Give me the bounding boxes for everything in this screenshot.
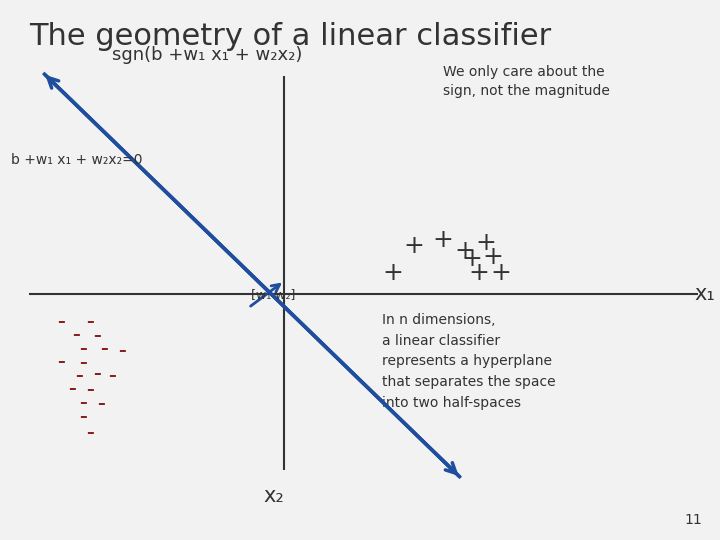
Text: [w₁ w₂]: [w₁ w₂]: [251, 288, 295, 301]
Text: –: –: [72, 327, 79, 342]
Text: x₁: x₁: [695, 284, 716, 305]
Text: We only care about the
sign, not the magnitude: We only care about the sign, not the mag…: [443, 65, 610, 98]
Text: –: –: [97, 396, 104, 411]
Text: b +w₁ x₁ + w₂x₂=0: b +w₁ x₁ + w₂x₂=0: [11, 153, 143, 167]
Text: +: +: [454, 239, 474, 263]
Text: –: –: [86, 424, 94, 440]
Text: sgn(b +w₁ x₁ + w₂x₂): sgn(b +w₁ x₁ + w₂x₂): [112, 46, 302, 64]
Text: –: –: [86, 314, 94, 329]
Text: –: –: [86, 382, 94, 397]
Text: The geometry of a linear classifier: The geometry of a linear classifier: [29, 22, 551, 51]
Text: –: –: [119, 343, 126, 359]
Text: +: +: [433, 228, 453, 252]
Text: 11: 11: [684, 512, 702, 526]
Text: +: +: [404, 234, 424, 258]
Text: –: –: [94, 366, 101, 381]
Text: +: +: [382, 261, 402, 285]
Text: +: +: [462, 247, 482, 271]
Text: –: –: [58, 354, 65, 369]
Text: x₂: x₂: [264, 486, 284, 506]
Text: –: –: [101, 341, 108, 356]
Text: –: –: [79, 395, 86, 410]
Text: –: –: [79, 409, 86, 424]
Text: –: –: [79, 341, 86, 356]
Text: –: –: [79, 355, 86, 370]
Text: –: –: [68, 381, 76, 396]
Text: –: –: [76, 368, 83, 383]
Text: +: +: [490, 261, 510, 285]
Text: –: –: [58, 314, 65, 329]
Text: +: +: [469, 261, 489, 285]
Text: –: –: [94, 328, 101, 343]
Text: –: –: [108, 368, 115, 383]
Text: +: +: [483, 245, 503, 268]
Text: In n dimensions,
a linear classifier
represents a hyperplane
that separates the : In n dimensions, a linear classifier rep…: [382, 313, 555, 410]
Text: +: +: [476, 231, 496, 255]
